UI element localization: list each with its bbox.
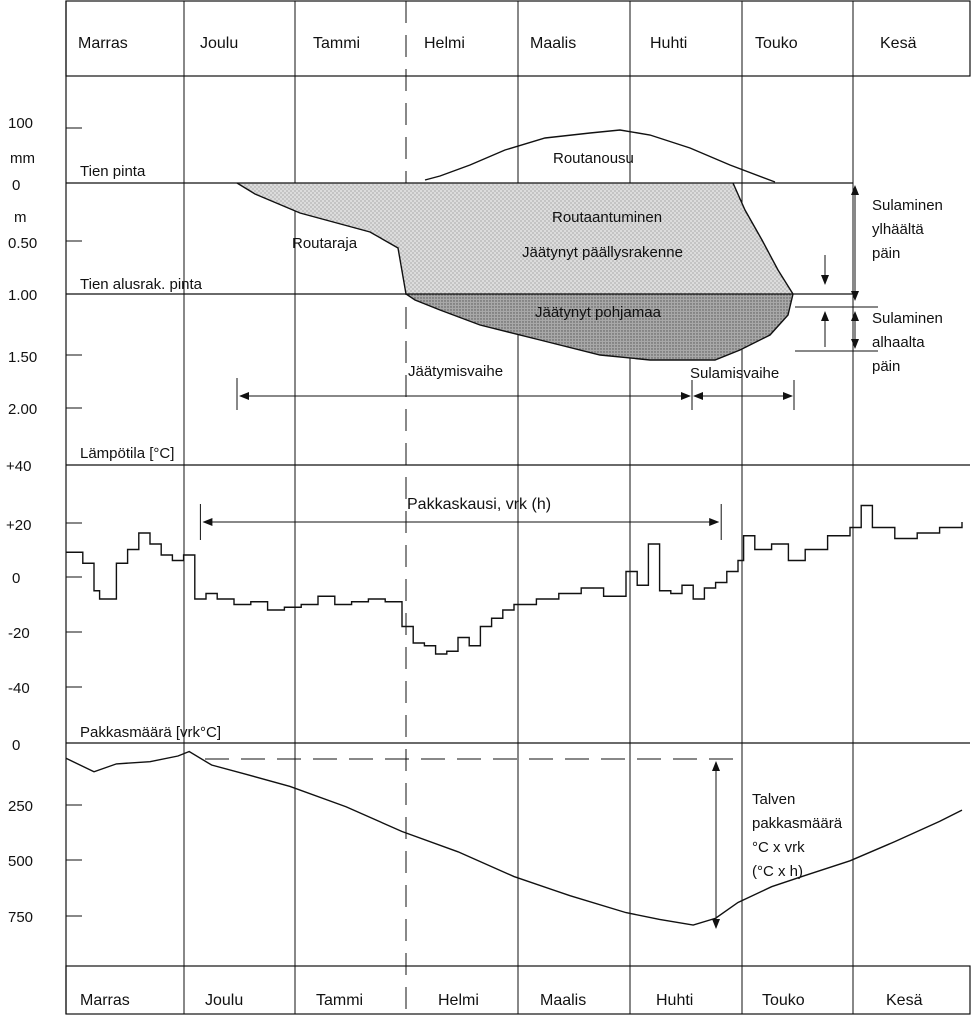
frost-y-ticks [66,127,82,409]
y-tick-label: 100 [8,115,33,132]
thawing-phase-label: Sulamisvaihe [690,365,779,382]
frost-line-label: Routaraja [292,235,358,252]
month-label: Maalis [530,35,576,52]
month-label: Kesä [880,35,917,52]
frost-panel: 100 mm 0 m 0.50 1.00 1.50 2.00 Tien pint… [8,115,943,418]
month-label: Joulu [200,35,238,52]
y-tick-label: 1.00 [8,287,37,304]
month-label: Touko [762,992,805,1009]
month-label: Maalis [540,992,586,1009]
thaw-top-label: Sulaminen [872,197,943,214]
y-tick-label: -40 [8,680,30,697]
month-label: Huhti [656,992,693,1009]
temperature-y-ticks [66,522,82,688]
y-tick-label: 500 [8,853,33,870]
frost-amount-y-ticks [66,804,82,917]
temperature-series-line [66,504,963,655]
frost-penetration-label: Routaantuminen [552,209,662,226]
y-tick-label: 0 [12,737,20,754]
y-tick-label: 0 [12,570,20,587]
month-label: Joulu [205,992,243,1009]
frost-amount-ylabel: Pakkasmäärä [vrk°C] [80,724,221,741]
frost-amount-series-line [65,750,963,926]
frozen-pavement-label: Jäätynyt päällysrakenne [522,244,683,261]
y-tick-label: 250 [8,798,33,815]
frost-amount-annotation: (°C x h) [752,863,803,880]
month-label: Kesä [886,992,923,1009]
temperature-ylabel: Lämpötila [°C] [80,445,174,462]
frost-heave-curve [424,129,776,183]
thaw-bottom-label: alhaalta [872,334,925,351]
frost-amount-annotation: pakkasmäärä [752,815,843,832]
y-tick-label: m [14,209,27,226]
y-tick-label: -20 [8,625,30,642]
frozen-subsoil-label: Jäätynyt pohjamaa [535,304,662,321]
month-label: Tammi [316,992,363,1009]
frost-amount-annotation: °C x vrk [752,839,805,856]
season-label: Pakkaskausi, vrk (h) [407,496,551,513]
month-dividers [183,1,854,1014]
frost-heave-label: Routanousu [553,150,634,167]
frozen-subsoil-area [406,294,793,360]
y-tick-label: +20 [6,517,31,534]
thaw-bottom-label: Sulaminen [872,310,943,327]
month-label: Helmi [438,992,479,1009]
frost-amount-annotation: Talven [752,791,795,808]
y-tick-label: 0 [12,177,20,194]
month-label: Helmi [424,35,465,52]
month-label: Touko [755,35,798,52]
y-tick-label: 1.50 [8,349,37,366]
month-label: Tammi [313,35,360,52]
thaw-top-label: päin [872,245,900,262]
month-label: Marras [80,992,130,1009]
month-labels-bottom: Marras Joulu Tammi Helmi Maalis Huhti To… [80,992,923,1009]
y-tick-label: 750 [8,909,33,926]
y-tick-label: 0.50 [8,235,37,252]
temperature-panel: Lämpötila [°C] +40 +20 0 -20 -40 Pakkask… [6,445,970,697]
freezing-phase-label: Jäätymisvaihe [408,363,503,380]
month-label: Marras [78,35,128,52]
y-tick-label: +40 [6,458,31,475]
frozen-pavement-area [237,183,793,294]
frost-amount-panel: Pakkasmäärä [vrk°C] 0 250 500 750 Talven… [8,724,970,929]
road-surface-label: Tien pinta [80,163,146,180]
frost-line-curve [236,182,794,361]
subgrade-surface-label: Tien alusrak. pinta [80,276,203,293]
y-tick-label: mm [10,150,35,167]
thaw-bottom-label: päin [872,358,900,375]
month-label: Huhti [650,35,687,52]
thaw-top-label: ylhäältä [872,221,924,238]
month-labels-top: Marras Joulu Tammi Helmi Maalis Huhti To… [78,35,917,52]
y-tick-label: 2.00 [8,401,37,418]
